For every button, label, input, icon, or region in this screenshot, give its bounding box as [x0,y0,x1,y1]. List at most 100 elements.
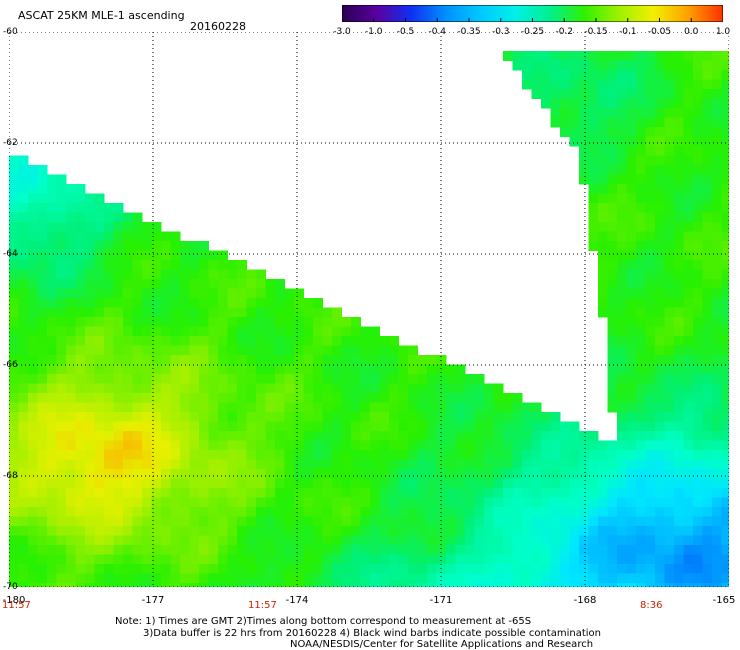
wind-cell [560,497,570,508]
wind-cell [123,383,133,394]
wind-cell [683,193,694,204]
wind-cell [664,212,675,223]
wind-cell [607,51,618,61]
wind-cell [303,355,314,365]
wind-cell [75,507,86,517]
wind-cell [37,497,48,508]
wind-cell [85,421,95,432]
wind-cell [161,412,171,422]
wind-cell [189,421,200,432]
wind-cell [446,535,456,546]
wind-cell [75,535,86,546]
wind-cell [9,573,19,584]
wind-cell [18,459,29,470]
wind-cell [626,70,637,80]
wind-cell [379,535,390,546]
wind-cell [465,526,475,536]
wind-cell [132,497,143,508]
wind-cell [693,526,703,536]
wind-cell [702,136,713,147]
wind-cell [180,355,190,365]
wind-cell [436,421,447,432]
wind-cell [655,478,665,489]
wind-cell [104,355,114,365]
wind-cell [655,526,665,536]
wind-cell [474,564,485,574]
wind-cell [693,174,703,185]
wind-cell [75,184,86,194]
wind-cell [636,165,646,175]
wind-cell [104,260,114,270]
wind-cell [113,364,124,375]
wind-cell [151,469,162,479]
wind-cell [208,440,219,451]
wind-cell [702,412,713,422]
wind-cell [370,374,380,384]
wind-cell [664,222,675,232]
wind-cell [142,545,152,555]
wind-cell [626,421,637,432]
wind-cell [66,421,76,432]
wind-cell [607,336,618,346]
wind-cell [645,260,656,270]
wind-cell [227,288,238,299]
wind-cell [712,336,722,346]
wind-cell [37,269,48,280]
wind-cell [189,355,200,365]
wind-cell [85,355,95,365]
wind-cell [607,79,618,90]
wind-cell [617,450,627,460]
wind-cell [75,516,86,527]
wind-cell [256,326,266,337]
wind-cell [569,573,580,584]
wind-cell [693,260,703,270]
wind-cell [636,298,646,308]
wind-cell [626,573,637,584]
wind-cell [455,516,466,527]
wind-cell [237,336,247,346]
wind-cell [85,459,95,470]
wind-cell [75,583,86,587]
wind-cell [626,374,637,384]
wind-cell [474,583,485,587]
wind-cell [189,326,200,337]
wind-cell [237,279,247,289]
wind-cell [341,526,352,536]
wind-cell [360,535,371,546]
wind-cell [693,203,703,213]
wind-cell [712,573,722,584]
wind-cell [256,459,266,470]
wind-cell [626,345,637,356]
wind-cell [75,298,86,308]
wind-cell [693,488,703,498]
wind-cell [636,231,646,242]
wind-cell [702,440,713,451]
wind-cell [370,526,380,536]
wind-cell [161,564,171,574]
wind-cell [484,431,494,441]
wind-cell [37,250,48,261]
colorbar-tick-label: -0.25 [520,27,545,37]
wind-cell [332,307,342,318]
wind-cell [18,383,29,394]
wind-cell [636,469,646,479]
wind-cell [113,573,124,584]
wind-cell [9,478,19,489]
wind-cell [104,212,114,223]
wind-cell [436,450,447,460]
wind-cell [275,393,285,403]
wind-cell [579,431,589,441]
wind-cell [360,383,371,394]
wind-cell [512,469,523,479]
wind-cell [626,336,637,346]
wind-cell [655,459,665,470]
wind-cell [66,526,76,536]
wind-cell [674,345,684,356]
wind-cell [189,336,200,346]
wind-cell [123,478,133,489]
wind-cell [560,459,570,470]
wind-cell [256,288,266,299]
wind-cell [322,374,333,384]
wind-cell [246,497,257,508]
wind-cell [617,583,627,587]
